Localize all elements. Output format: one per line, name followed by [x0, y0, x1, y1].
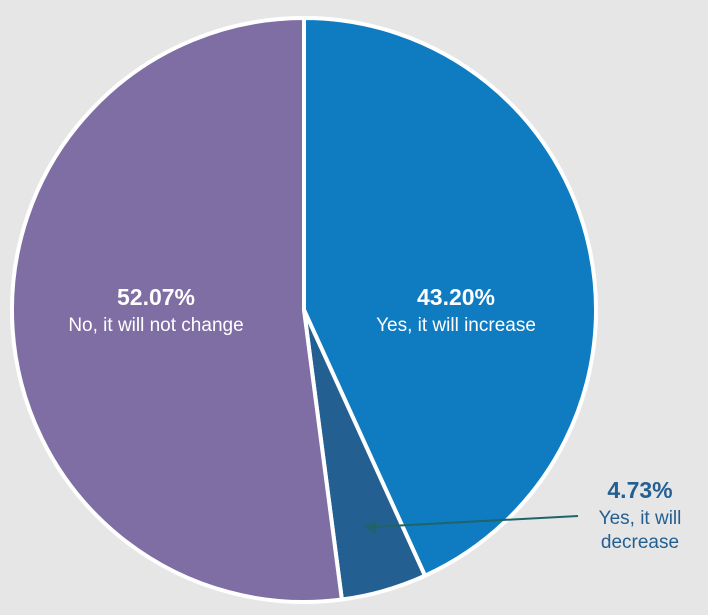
pie-slice-no-it-will-not-change	[10, 16, 344, 604]
callout-arrow-head-icon	[364, 520, 378, 534]
slice-value-label: 43.20%	[417, 284, 495, 310]
slice-labels: 43.20% Yes, it will increase 4.73% Yes, it …	[68, 284, 681, 553]
slice-category-label: decrease	[601, 532, 679, 553]
callout-arrow-line	[371, 515, 579, 528]
slice-category-label: No, it will not change	[68, 315, 243, 336]
pie-slices	[10, 16, 598, 604]
slice-category-label: Yes, it will increase	[376, 315, 536, 336]
pie-slice-yes-it-will-increase	[302, 16, 598, 578]
slice-value-label: 52.07%	[117, 284, 195, 310]
slice-category-label: Yes, it will	[599, 508, 682, 529]
slice-value-label: 4.73%	[607, 477, 672, 503]
callout	[364, 515, 579, 534]
